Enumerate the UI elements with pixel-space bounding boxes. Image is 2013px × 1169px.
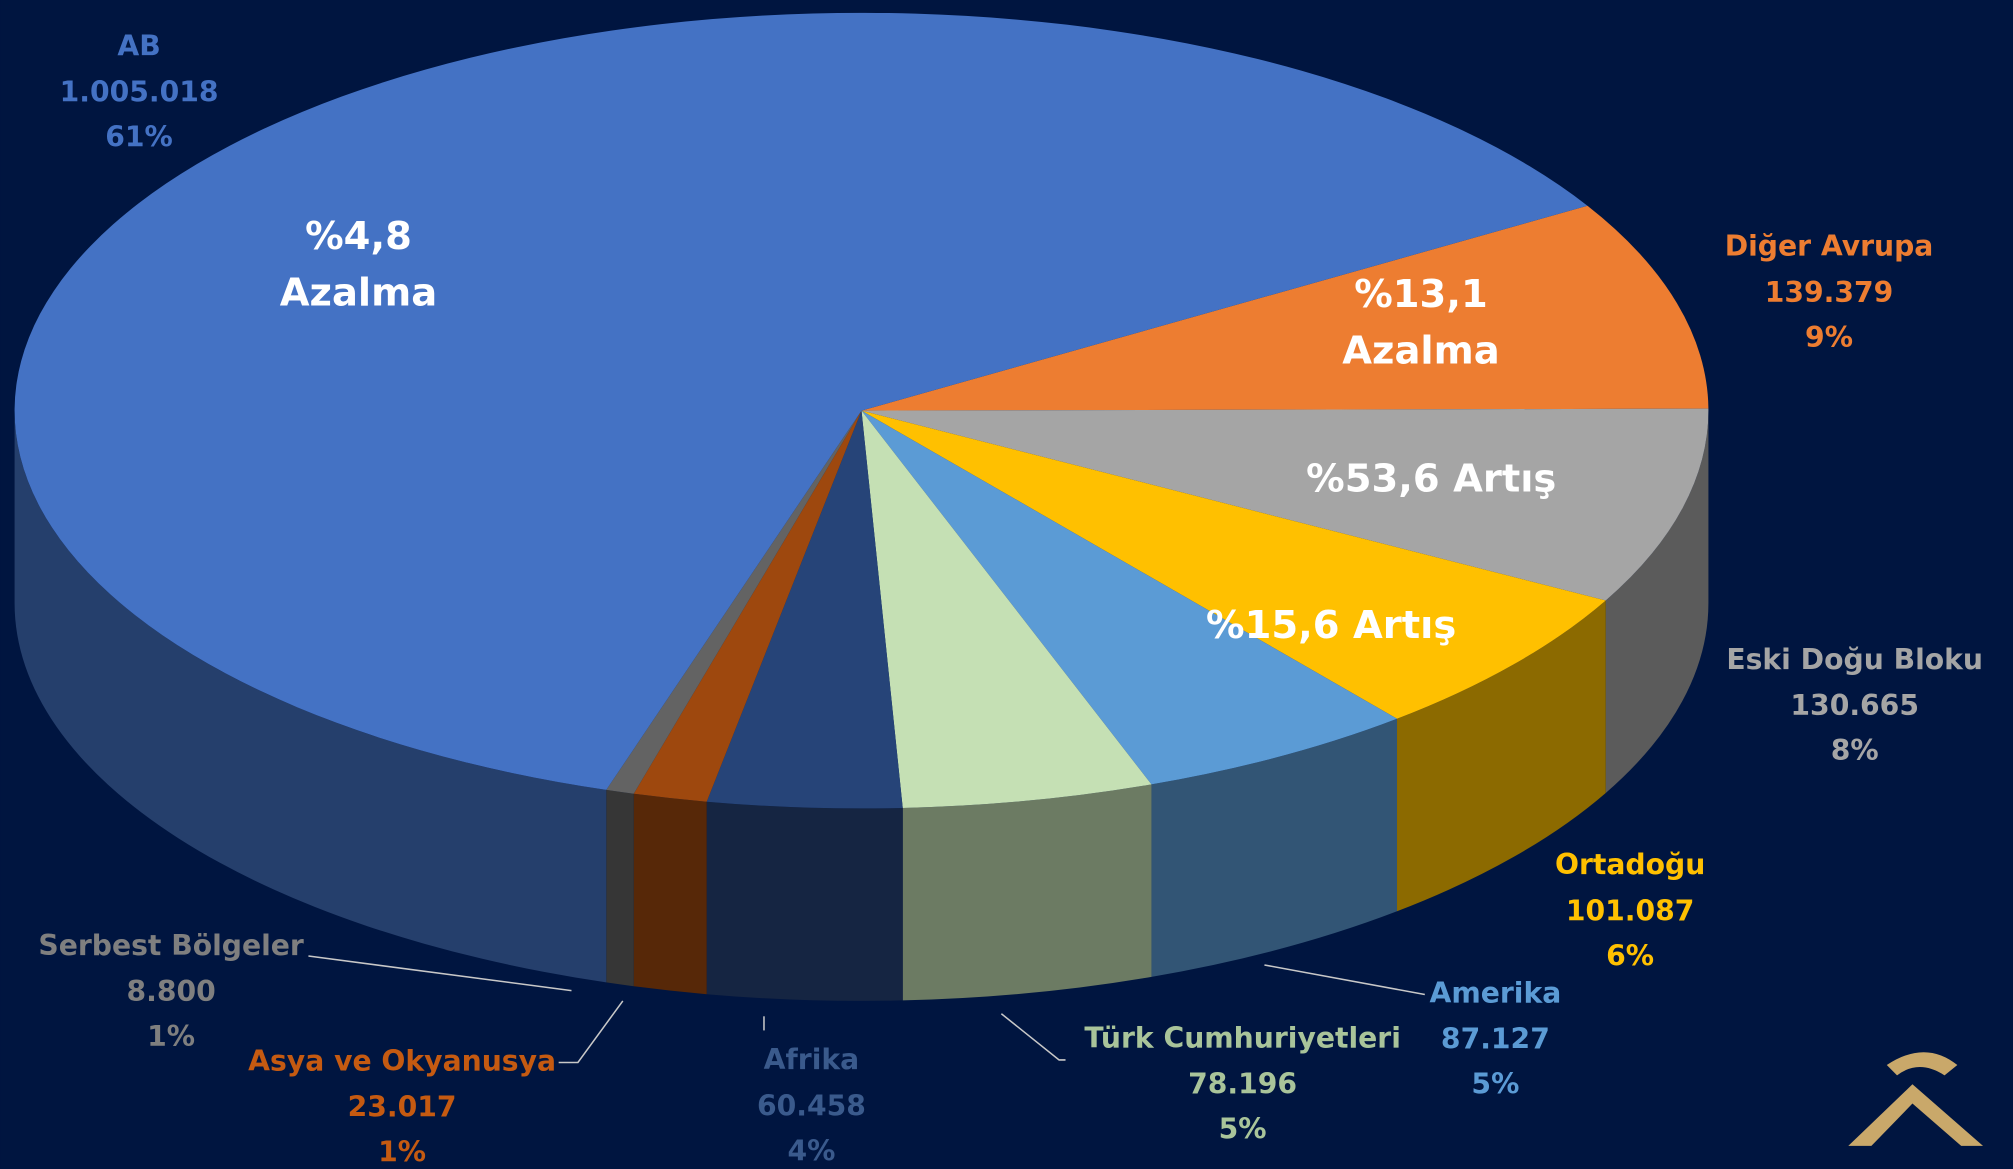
category-label: Asya ve Okyanusya <box>248 1044 556 1077</box>
leader-line <box>558 1000 624 1064</box>
slice <box>861 410 1152 808</box>
slice-side <box>706 801 903 1001</box>
value-label: 23.017 <box>348 1091 457 1124</box>
category-label: Diğer Avrupa <box>1725 230 1934 263</box>
share-label: 1% <box>147 1020 195 1053</box>
slice-side <box>1605 410 1709 793</box>
leader-line <box>1264 964 1425 996</box>
slice-side <box>1151 718 1398 977</box>
value-label: 139.379 <box>1765 276 1894 309</box>
category-label: Ortadoğu <box>1555 848 1705 881</box>
value-label: 130.665 <box>1790 689 1919 722</box>
annotation: %4,8 <box>305 214 412 259</box>
category-label: Serbest Bölgeler <box>38 929 304 962</box>
slice <box>861 410 1606 719</box>
category-label: AB <box>117 29 160 62</box>
leader-line <box>1000 1013 1066 1061</box>
slice <box>706 410 903 809</box>
share-label: 1% <box>378 1136 426 1169</box>
share-label: 9% <box>1805 321 1853 354</box>
slice-side <box>14 410 607 983</box>
slice <box>861 410 1398 785</box>
share-label: 5% <box>1219 1113 1267 1146</box>
slice-side <box>902 784 1152 1001</box>
annotation: %13,1 <box>1354 272 1488 317</box>
share-label: 61% <box>105 121 173 154</box>
annotation: Azalma <box>1342 328 1499 373</box>
category-label: Türk Cumhuriyetleri <box>1084 1021 1401 1054</box>
share-label: 8% <box>1831 734 1879 767</box>
value-label: 87.127 <box>1441 1023 1550 1056</box>
value-label: 101.087 <box>1566 894 1695 927</box>
value-label: 60.458 <box>757 1089 866 1122</box>
value-label: 8.800 <box>127 975 216 1008</box>
category-label: Eski Doğu Bloku <box>1726 643 1983 676</box>
category-label: Afrika <box>764 1043 860 1076</box>
slice-side <box>633 793 707 995</box>
share-label: 4% <box>787 1134 835 1167</box>
annotation: %15,6 Artış <box>1206 603 1456 648</box>
share-label: 6% <box>1606 939 1654 972</box>
slice <box>861 205 1709 411</box>
slice <box>14 12 1588 790</box>
slice <box>861 408 1709 601</box>
leader-line <box>308 955 572 992</box>
annotation: Azalma <box>280 271 437 316</box>
share-label: 5% <box>1471 1068 1519 1101</box>
value-label: 78.196 <box>1188 1068 1297 1101</box>
slice <box>606 410 862 794</box>
annotation: %53,6 Artış <box>1306 457 1556 502</box>
logo <box>1848 1052 1984 1146</box>
slice-side <box>606 789 634 987</box>
slice-side <box>1397 600 1606 912</box>
category-label: Amerika <box>1430 976 1562 1009</box>
value-label: 1.005.018 <box>60 76 219 109</box>
slice <box>633 410 862 802</box>
